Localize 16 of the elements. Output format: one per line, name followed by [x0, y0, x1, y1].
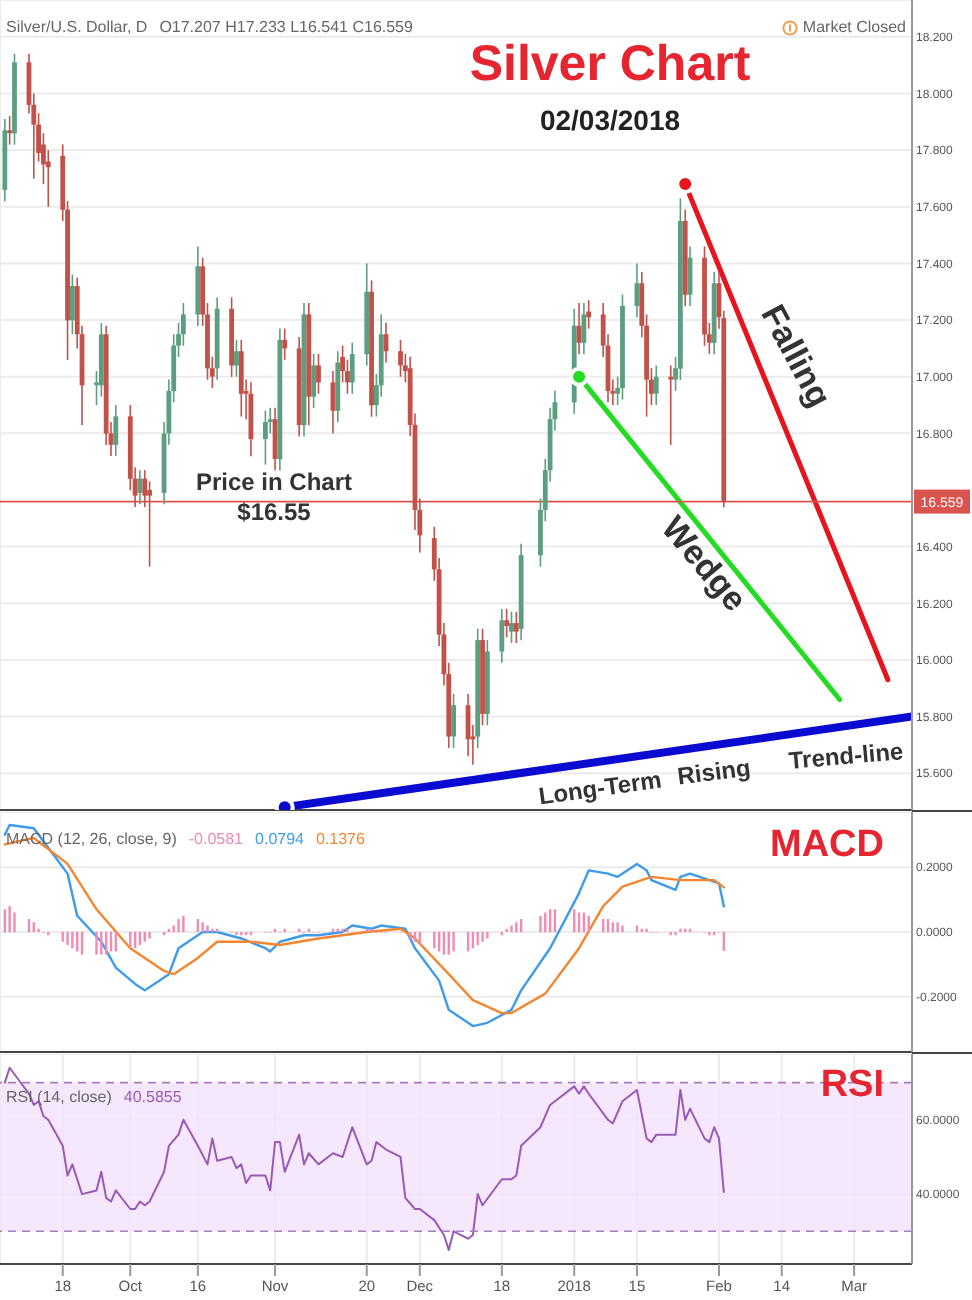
annotation: O17.207 H17.233 L16.541 C16.559 — [159, 18, 413, 38]
annotation: 40.5855 — [123, 1088, 182, 1108]
chart-title: MACD — [770, 824, 884, 866]
annotation: Silver/U.S. Dollar, D — [6, 18, 148, 38]
annotation: Trend-line — [787, 737, 905, 775]
annotation: -0.0581 — [188, 830, 244, 850]
annotation: 0.0794 — [255, 830, 304, 850]
annotation: 0.1376 — [315, 830, 365, 850]
text: Silver Chart — [469, 36, 751, 92]
annotation: Rising — [675, 753, 753, 791]
annotation: Market Closed — [802, 18, 906, 38]
annotation: Price in Chart — [195, 468, 353, 496]
chart-title: RSI — [820, 1064, 884, 1106]
annotation: Long-Term — [536, 765, 664, 811]
text: 02/03/2018 — [539, 104, 681, 136]
annotation: $16.55 — [237, 498, 311, 526]
